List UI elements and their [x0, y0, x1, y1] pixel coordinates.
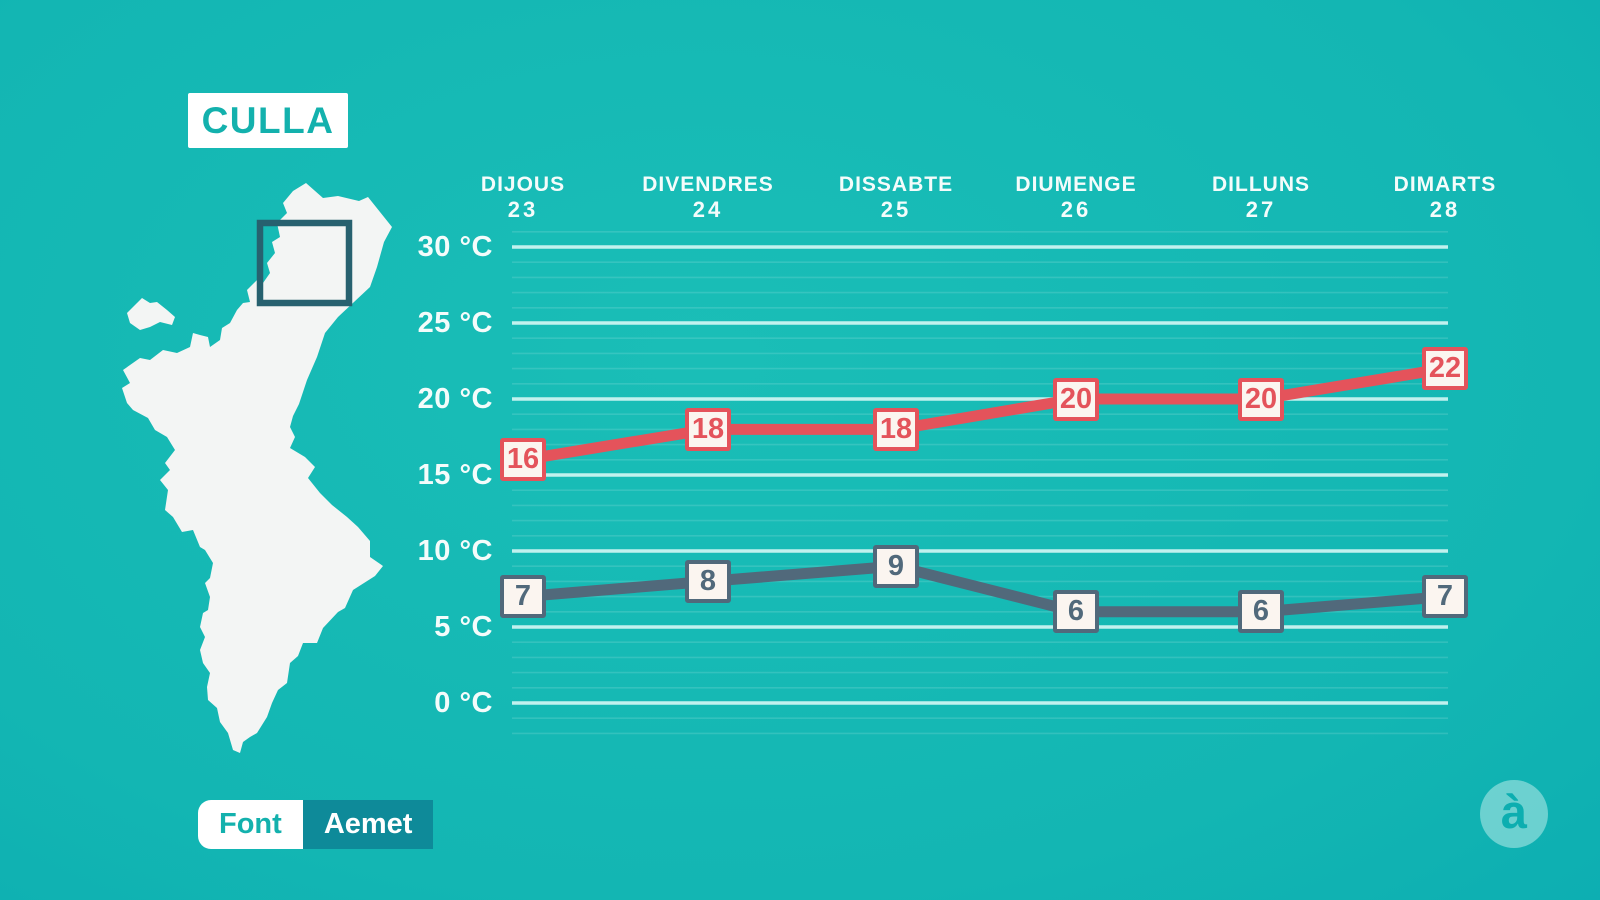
apunt-logo-glyph: à [1500, 785, 1528, 838]
day-label-diumenge: DIUMENGE 26 [986, 172, 1166, 222]
day-label-dissabte: DISSABTE 25 [806, 172, 986, 222]
page-title: CULLA [201, 99, 335, 141]
y-tick-5: 5 °C [434, 611, 493, 643]
y-tick-10: 10 °C [417, 535, 493, 567]
y-tick-20: 20 °C [417, 383, 493, 415]
maximum-temperature-badge: 22 [1422, 347, 1468, 391]
day-name: DIVENDRES [642, 173, 774, 196]
day-date: 26 [1060, 197, 1092, 222]
day-name: DIJOUS [480, 173, 566, 196]
page-title-box: CULLA [188, 93, 348, 148]
day-date: 24 [692, 197, 724, 222]
minimum-temperature-badge: 9 [873, 544, 919, 588]
day-label-dijous: DIJOUS 23 [433, 172, 613, 222]
maximum-temperature-badge: 18 [873, 407, 919, 451]
day-date: 23 [507, 197, 539, 222]
map-highlight-box [256, 219, 353, 307]
source-label: Font [198, 800, 303, 849]
source-attribution: Font Aemet [198, 800, 434, 849]
minimum-temperature-badge: 6 [1053, 590, 1099, 634]
apunt-logo: à [1480, 780, 1548, 848]
day-name: DISSABTE [838, 173, 954, 196]
minimum-temperature-line [517, 560, 1451, 618]
minimum-temperature-badge: 8 [685, 559, 731, 603]
day-date: 28 [1429, 197, 1461, 222]
maximum-temperature-badge: 18 [685, 407, 731, 451]
day-name: DIUMENGE [1015, 173, 1137, 196]
day-name: DIMARTS [1393, 173, 1497, 196]
y-tick-30: 30 °C [417, 231, 493, 263]
day-label-dilluns: DILLUNS 27 [1171, 172, 1351, 222]
valencia-region-map-svg [122, 183, 392, 753]
region-map [90, 170, 430, 770]
day-label-divendres: DIVENDRES 24 [618, 172, 798, 222]
day-date: 27 [1245, 197, 1277, 222]
day-name: DILLUNS [1212, 173, 1310, 196]
maximum-temperature-badge: 20 [1053, 377, 1099, 421]
source-value: Aemet [302, 800, 434, 849]
day-date: 25 [880, 197, 912, 222]
day-label-dimarts: DIMARTS 28 [1355, 172, 1535, 222]
y-tick-0: 0 °C [434, 687, 493, 719]
y-tick-25: 25 °C [417, 307, 493, 339]
minimum-temperature-badge: 7 [500, 575, 546, 619]
minimum-temperature-badge: 7 [1422, 575, 1468, 619]
minimum-temperature-badge: 6 [1238, 590, 1284, 634]
maximum-temperature-line [517, 363, 1451, 466]
maximum-temperature-badge: 20 [1238, 377, 1284, 421]
y-tick-15: 15 °C [417, 459, 493, 491]
maximum-temperature-badge: 16 [500, 438, 546, 482]
region-exclave [127, 298, 175, 330]
region-silhouette [122, 183, 392, 753]
